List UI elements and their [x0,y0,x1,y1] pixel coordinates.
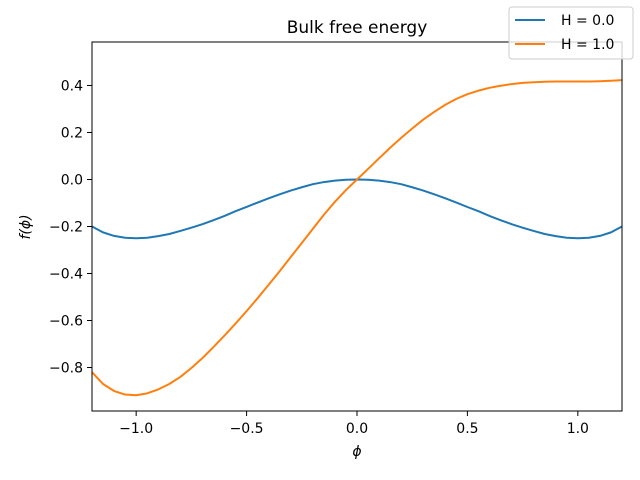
x-tick-label: −1.0 [119,421,153,437]
chart-title: Bulk free energy [287,18,428,38]
y-tick-label: 0.0 [61,172,83,188]
x-tick-label: 0.0 [346,421,368,437]
y-tick-label: 0.4 [61,78,83,94]
plot-frame [91,41,623,412]
x-axis: −1.0 −0.5 0.0 0.5 1.0 [119,411,589,437]
x-tick-label: 0.5 [456,421,478,437]
y-tick-label: −0.4 [49,267,83,283]
legend-label-h1: H = 1.0 [561,37,614,53]
x-tick-label: −0.5 [230,421,264,437]
y-axis: 0.4 0.2 0.0 −0.2 −0.4 −0.6 −0.8 [49,78,92,377]
legend: H = 0.0 H = 1.0 [508,6,634,60]
series-line-0 [91,178,623,240]
y-axis-label: f(ϕ) [18,214,34,239]
y-tick-label: 0.2 [61,125,83,141]
y-tick-label: −0.2 [49,220,83,236]
x-axis-label: ϕ [352,444,361,460]
y-tick-label: −0.8 [49,361,83,377]
plot-lines [91,79,623,397]
y-tick-label: −0.6 [49,314,83,330]
series-line-1 [91,79,623,397]
legend-label-h0: H = 0.0 [561,13,614,29]
x-tick-label: 1.0 [567,421,589,437]
